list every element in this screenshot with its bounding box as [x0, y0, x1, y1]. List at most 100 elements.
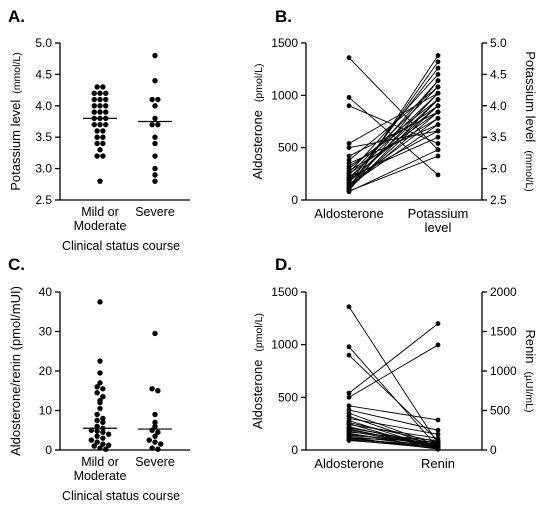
data-point — [155, 96, 161, 103]
right-y-tick-label: 3.0 — [490, 162, 507, 176]
right-point — [435, 153, 441, 159]
data-point — [152, 134, 158, 140]
right-y-tick-label: 0 — [490, 443, 497, 457]
y-tick-label: 0 — [45, 443, 52, 457]
x-category-label: level — [425, 220, 452, 235]
right-point — [435, 84, 441, 90]
pair-line — [348, 155, 439, 192]
data-point — [103, 446, 109, 452]
right-point — [435, 65, 441, 71]
data-point — [97, 96, 103, 103]
pair-line — [348, 99, 439, 169]
pair-line — [348, 55, 439, 191]
right-y-axis-title-text: Renin — [523, 329, 538, 363]
right-y-axis-unit: (µUI/mL) — [523, 371, 535, 412]
left-point — [346, 141, 352, 146]
data-point — [100, 128, 106, 134]
y-tick-label: 10 — [39, 404, 53, 418]
data-point — [94, 128, 100, 134]
data-point — [105, 442, 112, 448]
y-tick-label: 30 — [39, 325, 53, 339]
data-point — [100, 441, 106, 447]
y-axis-unit: (mmol/L) — [11, 52, 23, 93]
left-y-axis-title: Aldosterone (pmol/L) — [250, 64, 265, 180]
x-category-label: Moderate — [74, 219, 127, 233]
left-point — [346, 390, 352, 396]
panel-letter-c: C. — [8, 255, 25, 274]
right-point — [435, 141, 441, 146]
data-point — [97, 445, 103, 451]
right-point — [435, 172, 441, 178]
y-tick-label: 3.0 — [35, 162, 52, 176]
data-point — [97, 380, 103, 386]
pair-line — [348, 354, 439, 441]
data-point — [152, 52, 158, 59]
pair-line — [348, 323, 439, 394]
right-point — [435, 427, 441, 433]
data-point — [91, 109, 97, 115]
data-point — [97, 109, 103, 115]
right-y-tick-label: 4.5 — [490, 67, 507, 81]
pair-line — [348, 405, 439, 421]
right-point — [435, 78, 441, 84]
panel-letter-b: B. — [275, 7, 292, 26]
data-point — [100, 393, 106, 400]
right-y-tick-label: 500 — [490, 404, 510, 418]
data-point — [97, 103, 103, 109]
right-y-tick-label: 2000 — [490, 285, 517, 299]
data-point — [94, 423, 100, 429]
pair-line — [348, 117, 439, 185]
data-point — [91, 96, 97, 103]
data-point — [91, 121, 97, 128]
data-point — [152, 178, 158, 184]
data-point — [100, 386, 106, 392]
x-category-label: Potassium — [408, 206, 469, 221]
left-point — [346, 304, 352, 310]
data-point — [88, 427, 95, 433]
right-point — [435, 53, 441, 58]
data-point — [97, 178, 103, 184]
data-point — [100, 134, 106, 140]
left-point — [346, 403, 352, 409]
x-axis-title: Clinical status course — [62, 489, 180, 503]
data-point — [152, 165, 158, 172]
data-point — [100, 153, 106, 159]
x-category-label: Mild or — [81, 455, 119, 469]
right-point — [435, 321, 441, 326]
data-point — [94, 84, 100, 90]
data-point — [152, 411, 158, 418]
right-point — [435, 122, 441, 128]
left-y-axis-unit: (pmol/L) — [253, 313, 265, 352]
data-point — [97, 299, 103, 305]
data-point — [94, 153, 100, 159]
left-point — [346, 153, 352, 159]
right-y-tick-label: 1000 — [490, 364, 517, 378]
right-y-tick-label: 4.0 — [490, 99, 507, 113]
data-point — [97, 147, 103, 153]
left-point — [346, 145, 352, 151]
right-point — [435, 103, 441, 109]
pair-line — [348, 61, 439, 188]
left-y-tick-label: 500 — [278, 141, 298, 155]
left-y-axis-unit: (pmol/L) — [253, 64, 265, 103]
right-point — [435, 115, 441, 121]
y-axis-title-text: Potassium level — [8, 100, 23, 191]
chart-b-aldosterone-potassium: 0 500 1000 1500 2.5 3.0 3.5 4.0 4.5 5.0 Aldosteron… — [250, 36, 538, 235]
pair-line — [348, 424, 439, 439]
left-point — [346, 103, 352, 109]
x-category-label: Aldosterone — [314, 206, 383, 221]
data-point — [152, 439, 158, 445]
data-point — [152, 419, 158, 426]
right-point — [435, 134, 441, 140]
right-point — [435, 59, 441, 65]
data-point — [152, 153, 158, 159]
data-point — [155, 121, 161, 128]
y-tick-label: 4.5 — [35, 67, 52, 81]
pair-line — [348, 67, 439, 184]
data-point — [149, 96, 155, 103]
left-point — [346, 438, 352, 443]
data-point — [152, 77, 158, 84]
data-point — [97, 399, 103, 406]
right-y-tick-label: 3.5 — [490, 130, 507, 144]
left-point — [346, 55, 352, 61]
